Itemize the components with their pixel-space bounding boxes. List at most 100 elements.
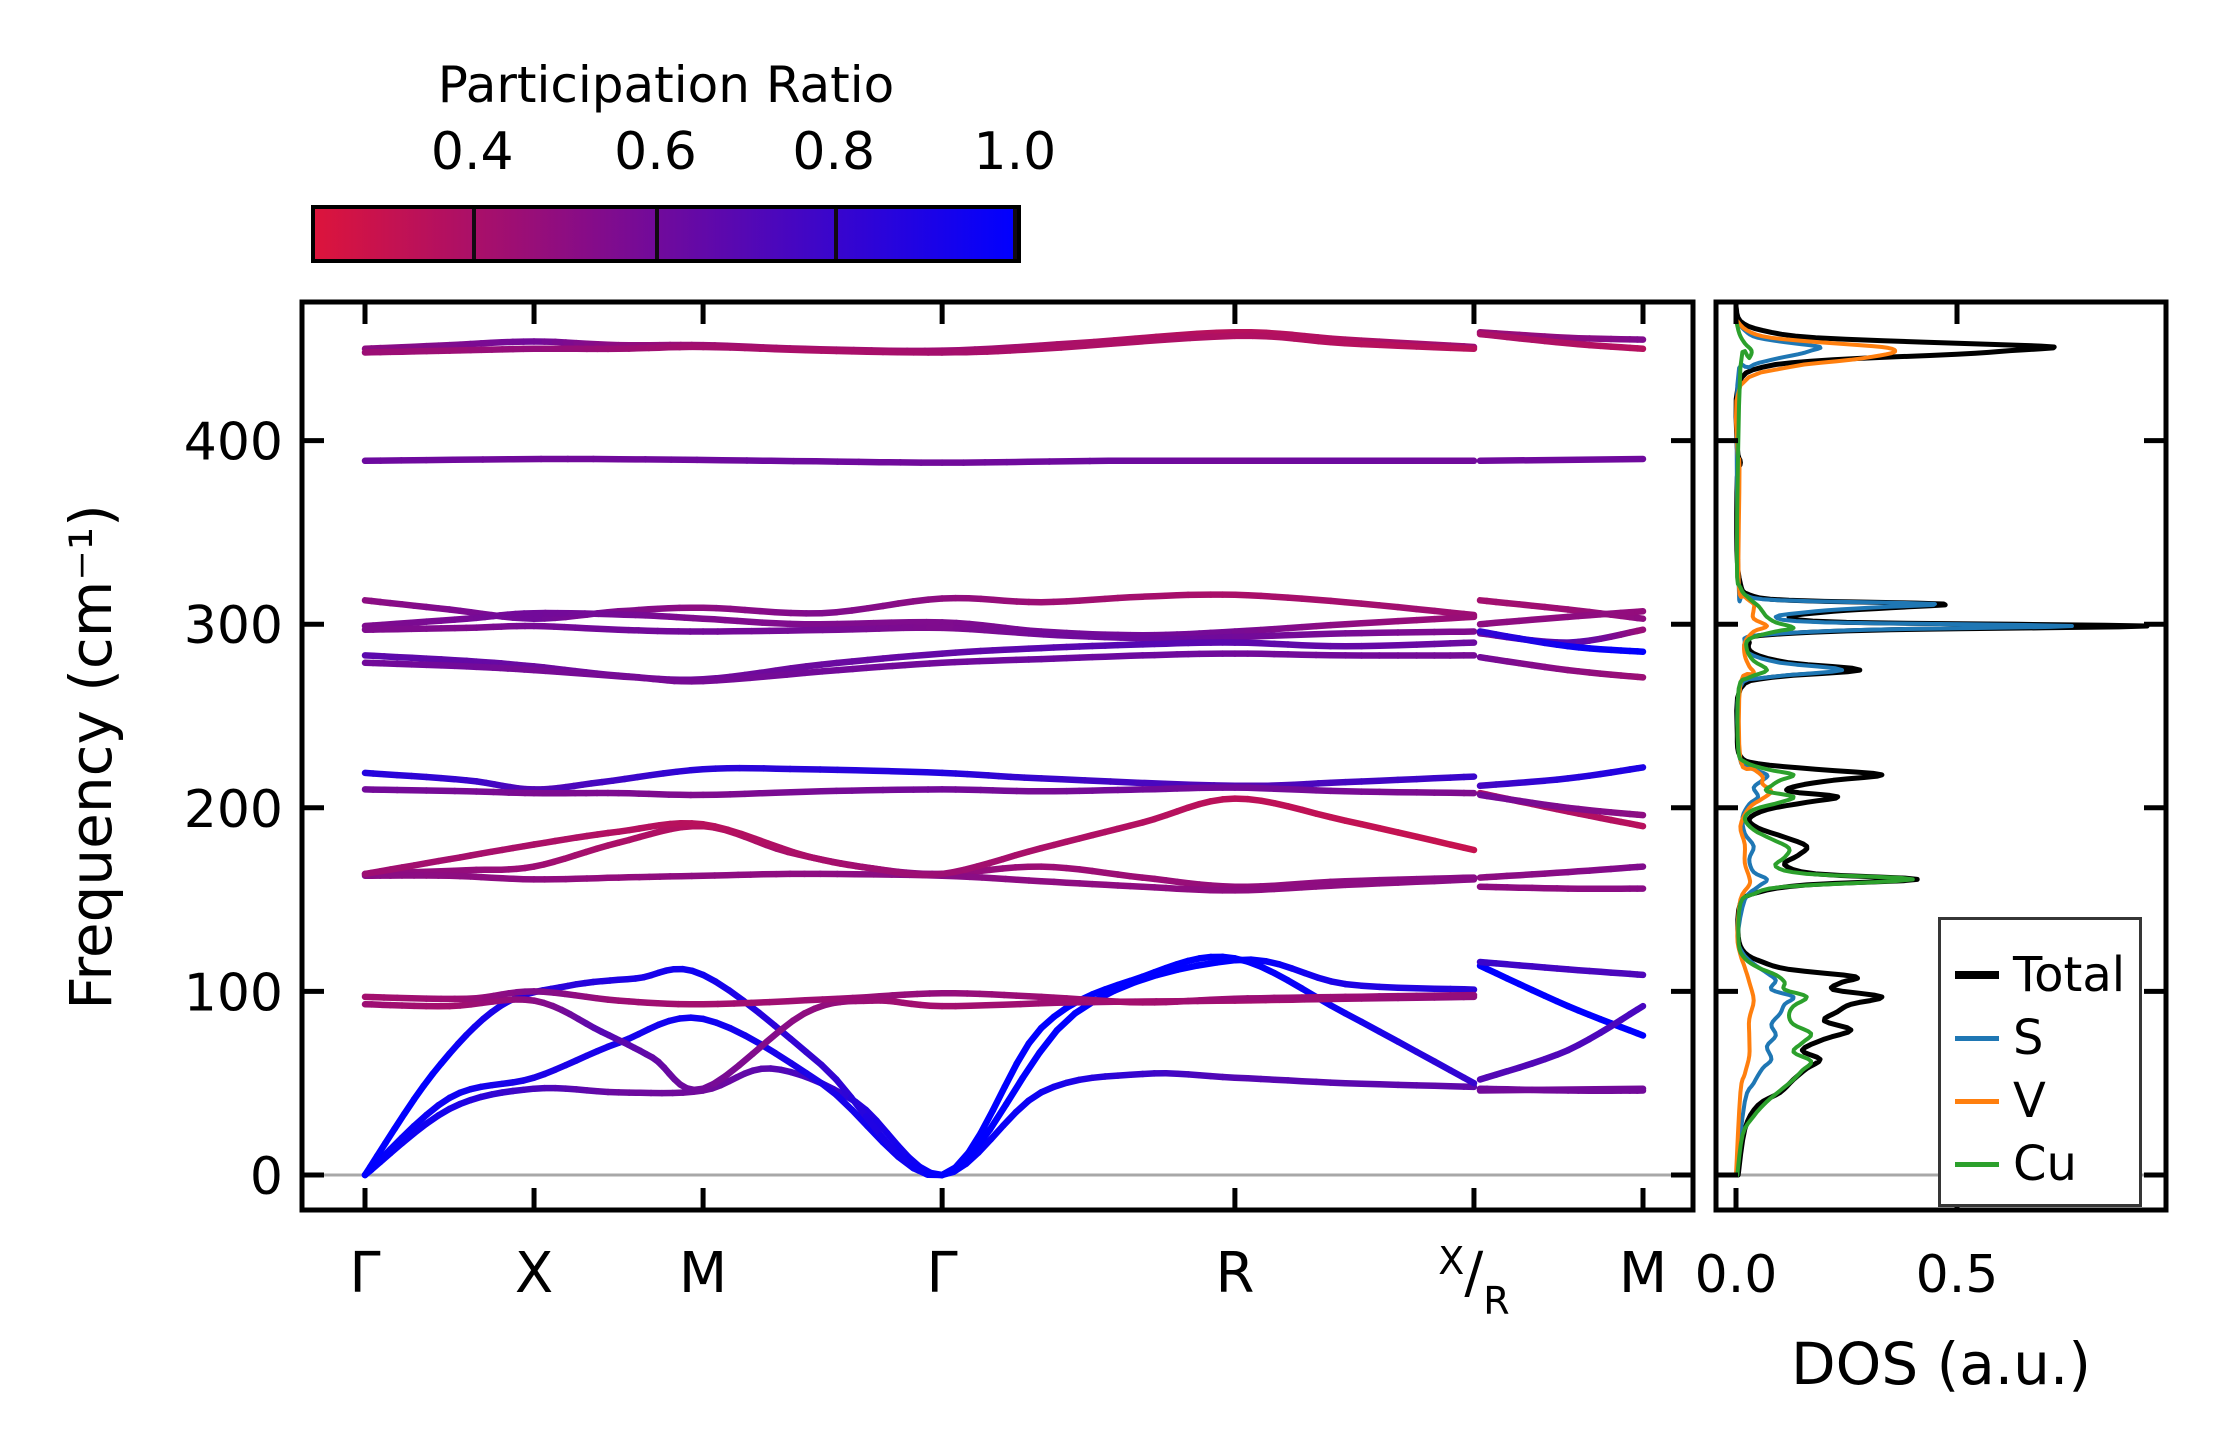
dos-tick-label: 0.5: [1916, 1245, 1999, 1305]
phonon-band-segment: [1081, 777, 1114, 785]
phonon-band-segment: [1174, 330, 1202, 339]
phonon-band-segment: [1153, 966, 1181, 979]
phonon-band-segment: [1107, 778, 1141, 786]
phonon-band-segment: [1037, 775, 1065, 783]
colorbar-tick-label: 0.6: [614, 122, 697, 182]
phonon-band-segment: [877, 1132, 900, 1156]
legend-entry-cu: Cu: [1955, 1136, 2077, 1192]
phonon-band-segment: [1460, 844, 1478, 854]
band-panel-frame: [299, 299, 1696, 1213]
phonon-band-segment: [892, 1149, 915, 1170]
dos-tick-label: 0.0: [1695, 1245, 1778, 1305]
colorbar-tick: [1013, 209, 1017, 259]
phonon-band-segment: [989, 1083, 1009, 1114]
phonon-band-segment: [1634, 811, 1647, 819]
phonon-band-segment: [1160, 780, 1194, 788]
phonon-band-segment: [1476, 455, 1647, 465]
dos-panel-frame: [1713, 299, 2169, 1213]
phonon-band-segment: [1053, 1010, 1079, 1034]
phonon-band-segment: [1025, 1024, 1045, 1047]
phonon-band-segment: [1131, 971, 1160, 986]
phonon-band-segment: [1058, 342, 1089, 351]
phonon-band-segment: [1634, 764, 1647, 772]
phonon-band-segment: [1460, 1074, 1478, 1087]
phonon-band-segment: [986, 1101, 1010, 1133]
phonon-band-segment: [755, 1009, 778, 1029]
colorbar-tick: [655, 209, 660, 259]
colorbar-title: Participation Ratio: [437, 56, 895, 114]
phonon-band-segment: [1107, 338, 1141, 348]
legend-entry-v: V: [1955, 1073, 2046, 1129]
phonon-band-segment: [1413, 1048, 1438, 1065]
freq-tick-label: 400: [184, 413, 283, 473]
phonon-band-segment: [1376, 1028, 1402, 1045]
phonon-band-segment: [954, 1147, 978, 1171]
phonon-band-segment: [1013, 1040, 1033, 1067]
legend-line-swatch: [1955, 1161, 1999, 1167]
axis-tick-labels: 0 100 200 300 400 Γ X M Γ R X/R M 0.0 0.5: [184, 413, 1999, 1323]
legend-line-swatch: [1955, 1035, 1999, 1041]
phonon-band-segment: [1174, 962, 1202, 973]
phonon-band-segment: [1358, 1018, 1383, 1035]
phonon-band-segment: [1160, 334, 1194, 343]
phonon-band-segment: [833, 1076, 855, 1101]
phonon-band-segment: [833, 1091, 856, 1114]
colorbar-tick: [833, 209, 838, 259]
phonon-band-segment: [1634, 821, 1647, 830]
participation-ratio-colorbar: [311, 205, 1021, 263]
phonon-band-segment: [1634, 614, 1647, 622]
legend-label: Cu: [2013, 1136, 2077, 1192]
kpoint-label: Γ: [927, 1241, 958, 1306]
phonon-band-segment: [1210, 332, 1239, 340]
freq-tick-label: 0: [250, 1147, 283, 1207]
phonon-band-segment: [848, 1106, 871, 1130]
colorbar-tick: [472, 209, 477, 259]
colorbar-gradient: [315, 209, 1017, 259]
colorbar-tick-label: 0.8: [792, 122, 876, 182]
kpoint-label: X: [515, 1241, 553, 1306]
phonon-band-segment: [802, 1048, 825, 1069]
phonon-bands: [361, 329, 1647, 1179]
phonon-band-segment: [1394, 1038, 1420, 1056]
freq-tick-label: 300: [184, 596, 283, 656]
phonon-band-segment: [1001, 1060, 1020, 1090]
phonon-band-segment: [1194, 959, 1221, 969]
phonon-band-segment: [1634, 1030, 1647, 1039]
phonon-band-segment: [1081, 340, 1114, 350]
legend-line-swatch: [1955, 971, 1999, 979]
phonon-band-segment: [977, 1107, 997, 1137]
phonon-band-segment: [1110, 978, 1139, 994]
phonon-band-segment: [1019, 1049, 1043, 1082]
kpoint-label: R: [1215, 1241, 1254, 1306]
phonon-band-segment: [1134, 779, 1168, 787]
dos-legend: Total S V Cu: [1938, 917, 2142, 1207]
kpoint-label: Γ: [349, 1241, 380, 1306]
legend-label: Total: [2013, 947, 2126, 1003]
legend-line-swatch: [1955, 1098, 1999, 1104]
kpoint-label-split: X/R: [1438, 1239, 1509, 1323]
phonon-band-segment: [1002, 1074, 1026, 1108]
phonon-band-segment: [1634, 673, 1647, 681]
phonon-band-segment: [1036, 1027, 1061, 1056]
colorbar-tick-label: 0.4: [430, 122, 514, 182]
phonon-band-segment: [818, 1061, 840, 1083]
dos-axis-label: DOS (a.u.): [1791, 1330, 2091, 1398]
phonon-band-segment: [1037, 344, 1065, 353]
freq-tick-label: 200: [184, 780, 283, 840]
freq-tick-label: 100: [184, 963, 283, 1023]
phonon-band-segment: [1634, 1002, 1647, 1013]
colorbar-tick-label: 1.0: [973, 122, 1057, 182]
dos-curves: [1733, 304, 2150, 1178]
phonon-band-segment: [1058, 776, 1089, 784]
phonon-band-segment: [1476, 1085, 1647, 1094]
phonon-band-segment: [1131, 333, 1160, 342]
phonon-band-segment: [862, 1113, 885, 1139]
phonon-band-segment: [787, 1035, 810, 1056]
kpoint-label: M: [1619, 1241, 1667, 1306]
legend-label: S: [2013, 1010, 2044, 1066]
legend-entry-total: Total: [1955, 947, 2126, 1003]
phonon-band-segment: [965, 1129, 984, 1157]
dos-curve-v: [1733, 317, 1898, 1177]
